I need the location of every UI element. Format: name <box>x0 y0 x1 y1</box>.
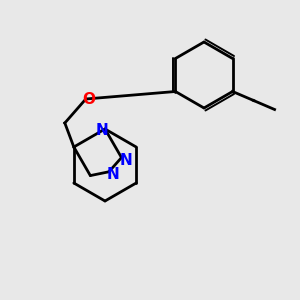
Text: N: N <box>120 153 132 168</box>
Text: N: N <box>107 167 120 182</box>
Text: O: O <box>82 92 95 106</box>
Text: N: N <box>96 123 108 138</box>
